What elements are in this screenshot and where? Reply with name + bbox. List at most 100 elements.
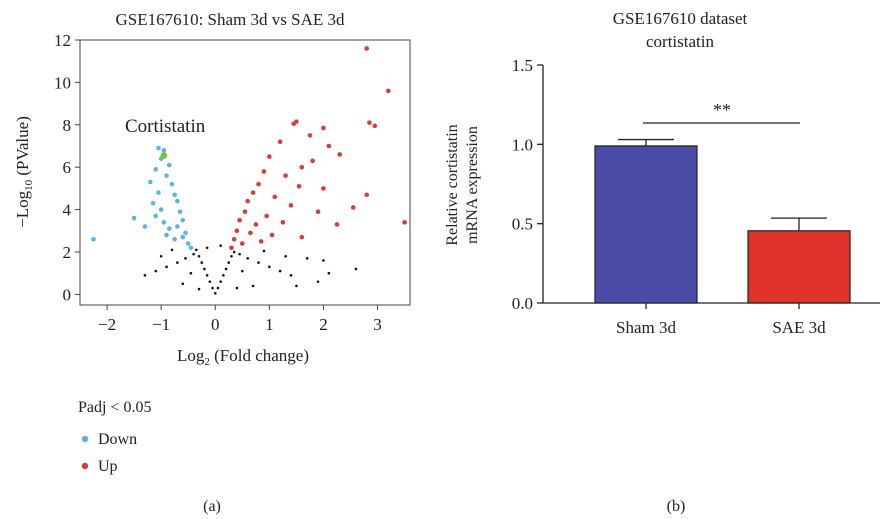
- volcano-point-up: [288, 203, 294, 208]
- volcano-y-tick-label: 8: [63, 116, 72, 135]
- volcano-point-ns: [203, 267, 206, 271]
- volcano-point-ns: [165, 265, 168, 269]
- volcano-point-down: [91, 236, 96, 242]
- volcano-point-cortistatin: [160, 152, 168, 159]
- volcano-point-up: [364, 46, 370, 51]
- volcano-point-ns: [189, 271, 193, 275]
- volcano-point-up: [245, 198, 251, 204]
- volcano-point-ns: [213, 292, 217, 295]
- volcano-point-ns: [295, 284, 298, 288]
- volcano-point-down: [169, 181, 175, 187]
- volcano-point-ns: [238, 252, 241, 256]
- volcano-y-tick-label: 12: [54, 31, 71, 50]
- legend-up-marker: [81, 462, 89, 470]
- volcano-point-ns: [240, 269, 244, 273]
- volcano-x-tick-label: 2: [319, 315, 328, 334]
- volcano-point-down: [156, 145, 161, 151]
- volcano-y-tick-label: 0: [63, 285, 72, 304]
- volcano-point-ns: [232, 250, 236, 254]
- volcano-point-up: [264, 213, 269, 219]
- volcano-point-ns: [262, 249, 266, 253]
- volcano-point-ns: [268, 265, 271, 269]
- volcano-point-ns: [316, 280, 320, 283]
- volcano-point-ns: [154, 269, 158, 273]
- volcano-point-up: [267, 154, 272, 159]
- volcano-point-up: [334, 222, 340, 227]
- volcano-point-ns: [257, 261, 260, 264]
- volcano-point-ns: [159, 254, 163, 258]
- volcano-point-ns: [278, 269, 282, 273]
- volcano-point-up: [386, 88, 391, 94]
- volcano-point-ns: [222, 274, 225, 277]
- volcano-point-ns: [284, 254, 287, 258]
- volcano-point-down: [153, 213, 159, 219]
- volcano-point-up: [326, 143, 332, 149]
- bar-y-label-line2: mRNA expression: [464, 126, 481, 244]
- volcano-point-up: [269, 232, 275, 238]
- volcano-point-down: [142, 224, 148, 229]
- bar-series: Sham 3d SAE 3d: [594, 138, 851, 337]
- volcano-point-up: [256, 181, 261, 187]
- volcano-point-ns: [305, 257, 309, 260]
- volcano-x-axis: −2 −1 0 1 2 3: [98, 305, 382, 334]
- volcano-point-down: [131, 215, 137, 221]
- volcano-point-down: [150, 200, 156, 206]
- volcano-point-ns: [211, 286, 214, 290]
- bar-y-tick-label: 0.5: [512, 215, 533, 234]
- volcano-point-up: [261, 169, 267, 174]
- volcano-point-ns: [216, 286, 220, 290]
- volcano-y-tick-label: 2: [63, 243, 72, 262]
- volcano-point-down: [180, 217, 186, 223]
- volcano-point-up: [248, 230, 253, 236]
- volcano-point-down: [164, 173, 169, 178]
- volcano-point-ns: [200, 261, 204, 264]
- volcano-point-up: [272, 194, 278, 200]
- panel-b-label: (b): [667, 498, 686, 515]
- volcano-x-tick-label: 0: [211, 315, 220, 334]
- volcano-point-up: [337, 152, 342, 157]
- bar-chart-title-line2: cortistatin: [646, 32, 714, 51]
- volcano-point-ns: [322, 259, 325, 262]
- volcano-y-axis: 0 2 4 6 8 10 12: [54, 31, 80, 304]
- volcano-point-up: [231, 236, 237, 242]
- volcano-x-tick-label: −2: [98, 315, 116, 334]
- volcano-x-tick-label: −1: [152, 315, 170, 334]
- volcano-point-down: [185, 241, 191, 246]
- volcano-point-up: [296, 183, 302, 189]
- bar-y-tick-label: 1.0: [512, 135, 533, 154]
- bar-sae-3d: [747, 230, 851, 304]
- volcano-point-ns: [219, 280, 222, 283]
- volcano-point-down: [166, 226, 172, 231]
- volcano-y-tick-label: 4: [63, 201, 72, 220]
- volcano-plot-frame: [79, 39, 411, 306]
- volcano-point-down: [156, 190, 161, 195]
- volcano-point-ns: [205, 246, 209, 250]
- volcano-point-down: [177, 209, 183, 215]
- volcano-point-up: [291, 121, 296, 127]
- volcano-point-up: [234, 228, 240, 234]
- volcano-point-ns: [208, 280, 212, 283]
- volcano-point-up: [350, 205, 356, 210]
- volcano-point-ns: [176, 261, 179, 264]
- volcano-point-up: [402, 220, 407, 225]
- volcano-point-ns: [143, 274, 147, 277]
- volcano-point-down: [180, 234, 186, 240]
- volcano-x-tick-label: 1: [265, 315, 274, 334]
- volcano-point-up: [250, 190, 256, 195]
- volcano-point-ns: [251, 284, 255, 288]
- volcano-point-down: [188, 245, 194, 251]
- legend-down-marker: [81, 435, 89, 443]
- volcano-point-up: [321, 125, 326, 131]
- volcano-point-ns: [224, 267, 228, 271]
- volcano-y-tick-label: 6: [63, 158, 72, 177]
- bar-chart-title-line1: GSE167610 dataset: [613, 9, 748, 28]
- volcano-point-ns: [289, 274, 293, 277]
- bar-category-label-sham-3d: Sham 3d: [616, 318, 676, 337]
- volcano-point-up: [277, 139, 283, 145]
- volcano-y-tick-label: 10: [54, 73, 71, 92]
- volcano-point-ns: [230, 254, 233, 258]
- legend-up-label: Up: [98, 458, 118, 475]
- volcano-point-up: [283, 173, 288, 178]
- volcano-point-down: [164, 232, 169, 238]
